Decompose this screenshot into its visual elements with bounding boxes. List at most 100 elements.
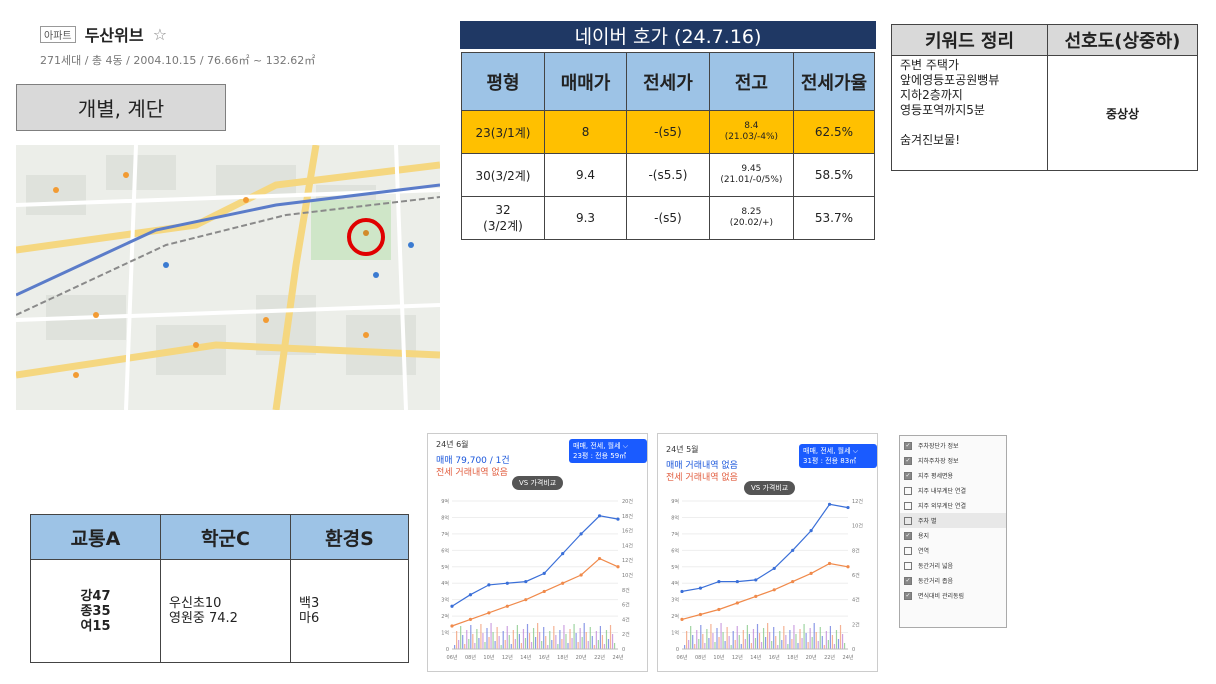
volume-bar [744,639,746,649]
volume-bar [496,627,498,649]
checkbox-checked-icon[interactable]: ✓ [904,456,912,465]
y2-tick-label: 12건 [622,557,633,564]
y-tick-label: 7억 [671,531,679,538]
volume-bar [476,629,478,649]
volume-bar [801,638,803,649]
volume-bar [748,634,750,649]
volume-bar [522,629,525,649]
y2-tick-label: 10건 [852,523,863,530]
checkbox-checked-icon[interactable]: ✓ [904,441,912,450]
size-label: 23평 : 전용 59㎡ [573,452,627,460]
header-keyword: 키워드 정리 [891,24,1048,56]
checklist-item[interactable]: 지주 외부계단 연결 [900,498,1006,513]
volume-bar [769,632,771,649]
volume-bar [821,636,823,649]
data-point [717,579,721,584]
volume-bar [843,643,846,649]
checklist-item[interactable]: 연역 [900,543,1006,558]
compare-button[interactable]: VS 가격비교 [744,481,796,495]
volume-bar [468,639,470,649]
trade-type-select[interactable]: 매매, 전세, 월세 ⌵ 23평 : 전용 59㎡ [569,439,647,463]
checkbox-empty-icon[interactable] [904,501,912,510]
checklist-label: 주차 별 [918,518,937,525]
volume-bar [734,640,736,649]
compare-button[interactable]: VS 가격비교 [512,476,564,490]
checklist-item[interactable]: ✓ 용지 [900,528,1006,543]
volume-bar [514,639,516,649]
y-tick-label: 2억 [671,613,679,620]
trade-type-select[interactable]: 매매, 전세, 월세 ⌵ 31평 : 전용 83㎡ [799,444,877,468]
checklist-label: 지주 외부계단 연결 [918,503,966,510]
chart-month: 24년 6월 [436,440,469,449]
data-point [561,581,565,585]
data-point [505,581,509,585]
y-tick-label: 0 [446,647,449,653]
table-row: 30(3/2계) 9.4 -(s5.5) 9.45 (21.01/-0/5%) … [461,153,876,197]
volume-bar [512,630,514,649]
checklist-item[interactable]: 지주 내부계단 연결 [900,483,1006,498]
checkbox-empty-icon[interactable] [904,486,912,495]
checkbox-empty-icon[interactable] [904,516,912,525]
volume-bar [799,629,801,649]
stair-type-box: 개별, 계단 [16,84,226,131]
volume-bar [736,626,738,649]
checklist-item[interactable]: 동간거리 넓음 [900,558,1006,573]
checklist-label: 면식대비 관리동림 [918,593,965,600]
checklist-item[interactable]: ✓ 지주 평세면용 [900,468,1006,483]
checkbox-checked-icon[interactable]: ✓ [904,591,912,600]
volume-bar [831,635,834,649]
volume-bar [597,640,599,649]
checklist-item[interactable]: ✓ 지하주차장 정보 [900,453,1006,468]
x-tick-label: 14년 [750,654,761,661]
volume-bar [563,625,565,649]
volume-bar [524,638,527,649]
volume-bar [464,644,466,649]
data-point [524,579,528,584]
price-table-header: 평형 매매가 전세가 전고 전세가율 [461,52,876,111]
trade-type-label: 매매, 전세, 월세 ⌵ [803,447,859,455]
checklist-label: 지하주차장 정보 [918,458,959,465]
checklist-label: 동간거리 좁음 [918,578,954,585]
checklist-item[interactable]: ✓ 면식대비 관리동림 [900,588,1006,603]
checkbox-empty-icon[interactable] [904,561,912,570]
y2-tick-label: 2건 [852,621,860,628]
volume-bar [835,630,838,649]
checkbox-checked-icon[interactable]: ✓ [904,471,912,480]
checklist-label: 지주 내부계단 연결 [918,488,966,495]
x-tick-label: 22년 [824,654,835,661]
map-marker-icon [347,218,385,256]
data-point [754,594,758,598]
y-tick-label: 9억 [441,498,449,505]
keyword-list: 주변 주택가 앞에영등포공원뻥뷰 지하2층까지 영등포역까지5분 숨겨진보물! [891,55,1048,171]
price-chart-card-2: 24년 5월 매매 거래내역 없음 전세 거래내역 없음 매매, 전세, 월세 … [657,433,878,672]
volume-bar [712,633,714,649]
volume-bar [825,631,827,649]
checkbox-checked-icon[interactable]: ✓ [904,576,912,585]
volume-bar [577,642,579,649]
location-map[interactable] [16,145,440,410]
volume-bar [819,627,821,649]
volume-bar [688,640,690,649]
x-tick-label: 18년 [787,654,798,661]
checkbox-checked-icon[interactable]: ✓ [904,531,912,540]
checklist-item[interactable]: 주차 별 [900,513,1006,528]
volume-bar [466,630,468,649]
x-tick-label: 24년 [613,654,624,661]
checklist-item[interactable]: ✓ 동간거리 좁음 [900,573,1006,588]
size-label: 31평 : 전용 83㎡ [803,457,857,465]
volume-bar [573,624,575,649]
favorite-star-icon[interactable]: ☆ [152,24,168,44]
volume-bar [752,629,755,649]
volume-bar [535,637,537,649]
volume-bar [549,631,551,649]
chart-sale-summary: 매매 79,700 / 1건 [436,456,510,466]
checklist-item[interactable]: ✓ 주차장단가 정보 [900,438,1006,453]
volume-bar [498,636,500,649]
volume-bar [591,636,593,649]
volume-bar [537,623,539,649]
checkbox-empty-icon[interactable] [904,546,912,555]
volume-bar [690,626,692,649]
y-tick-label: 6억 [671,547,679,554]
volume-bar [603,644,606,649]
volume-bar [724,641,726,649]
